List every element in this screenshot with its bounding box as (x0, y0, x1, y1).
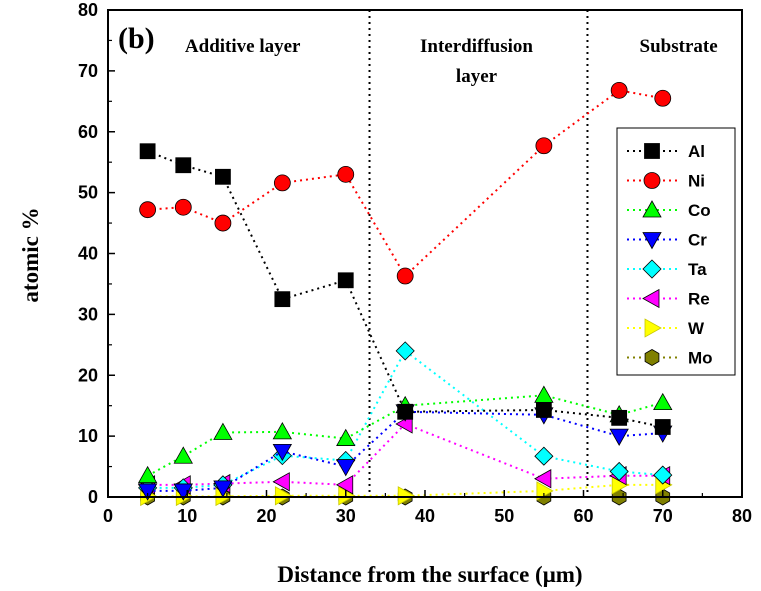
x-tick-label: 70 (653, 506, 673, 526)
x-tick-label: 40 (415, 506, 435, 526)
y-tick-label: 60 (78, 122, 98, 142)
data-point-re (335, 475, 354, 495)
data-point-w (397, 486, 416, 506)
data-point-w (274, 486, 293, 506)
legend: Al Ni Co Cr Ta Re W Mo (616, 127, 736, 376)
series-line-ni (147, 89, 663, 278)
legend-box (616, 127, 736, 376)
data-point-re (272, 472, 290, 492)
region-label-2: layer (456, 66, 498, 87)
x-tick-label: 30 (336, 506, 356, 526)
data-point-ni (174, 198, 192, 216)
data-point-al (274, 291, 291, 308)
legend-label-co: Co (688, 201, 711, 220)
series-layer (137, 81, 673, 507)
region-label-1: Additive layer (185, 36, 301, 57)
data-point-co (534, 385, 554, 403)
y-tick-label: 10 (78, 426, 98, 446)
legend-label-al: Al (688, 142, 705, 161)
data-point-ni (273, 174, 291, 192)
y-tick-label: 50 (78, 183, 98, 203)
x-tick-label: 0 (103, 506, 113, 526)
data-point-co (336, 428, 356, 446)
data-point-al (535, 402, 552, 418)
y-tick-label: 30 (78, 304, 98, 324)
y-tick-label: 20 (78, 365, 98, 385)
data-point-co (272, 422, 293, 440)
data-point-ni (337, 165, 355, 183)
y-tick-label: 70 (78, 61, 98, 81)
data-point-ta (609, 461, 629, 481)
legend-marker-ta (642, 259, 662, 279)
data-point-co (653, 392, 673, 411)
data-point-cr (137, 483, 158, 501)
data-point-al (215, 168, 231, 185)
legend-marker-co (642, 200, 662, 218)
y-tick-label: 0 (88, 487, 98, 507)
data-point-al (139, 143, 156, 160)
ticks: 0 10 20 30 40 50 60 70 80 0 10 20 30 40 50 60 70 80 (78, 0, 752, 526)
data-point-re (534, 469, 552, 489)
data-point-cr (272, 443, 293, 462)
panel-label: (b) (118, 22, 155, 55)
region-label-2: Interdiffusion (420, 36, 533, 57)
data-point-cr (336, 459, 356, 477)
y-axis-title: atomic % (18, 207, 43, 302)
legend-marker-al (644, 143, 660, 159)
legend-marker-ni (643, 172, 661, 189)
data-point-cr (609, 428, 629, 446)
series-line-al (147, 150, 663, 428)
x-tick-label: 50 (494, 506, 514, 526)
series-co (137, 385, 673, 484)
data-point-w (338, 486, 356, 506)
legend-label-ni: Ni (688, 172, 705, 191)
data-point-ta (395, 341, 415, 361)
x-tick-label: 20 (256, 506, 276, 526)
data-point-co (173, 446, 193, 464)
data-point-ni (214, 214, 232, 232)
y-tick-label: 80 (78, 0, 98, 20)
legend-marker-mo (644, 349, 660, 366)
legend-label-cr: Cr (688, 231, 707, 250)
y-tick-label: 40 (78, 244, 98, 264)
x-tick-label: 10 (177, 506, 197, 526)
legend-marker-re (642, 288, 660, 309)
data-point-ta (534, 446, 554, 466)
data-point-ni (610, 81, 628, 99)
legend-label-w: W (688, 319, 705, 338)
data-point-co (213, 422, 233, 440)
data-point-al (337, 272, 354, 289)
data-point-ni (139, 201, 157, 219)
legend-label-mo: Mo (688, 349, 713, 368)
region-annotations: Additive layer Interdiffusion layer Substra… (185, 10, 718, 497)
region-label-3: Substrate (640, 36, 718, 57)
data-point-al (611, 409, 628, 426)
legend-label-ta: Ta (688, 260, 707, 279)
x-tick-label: 60 (573, 506, 593, 526)
data-point-ni (396, 267, 414, 285)
x-axis-title: Distance from the surface (μm) (277, 562, 582, 587)
data-point-ni (654, 89, 672, 107)
data-point-ni (535, 137, 553, 155)
x-tick-label: 80 (732, 506, 752, 526)
data-point-al (654, 419, 671, 435)
data-point-cr (213, 480, 233, 498)
legend-marker-cr (642, 232, 662, 250)
data-point-co (137, 465, 158, 484)
series-ni (139, 81, 672, 285)
data-point-al (175, 157, 192, 174)
data-point-w (536, 481, 554, 501)
legend-marker-w (644, 318, 662, 338)
data-point-ta (653, 465, 673, 485)
series-al (139, 143, 671, 435)
legend-label-re: Re (688, 290, 710, 309)
data-point-al (397, 403, 414, 420)
